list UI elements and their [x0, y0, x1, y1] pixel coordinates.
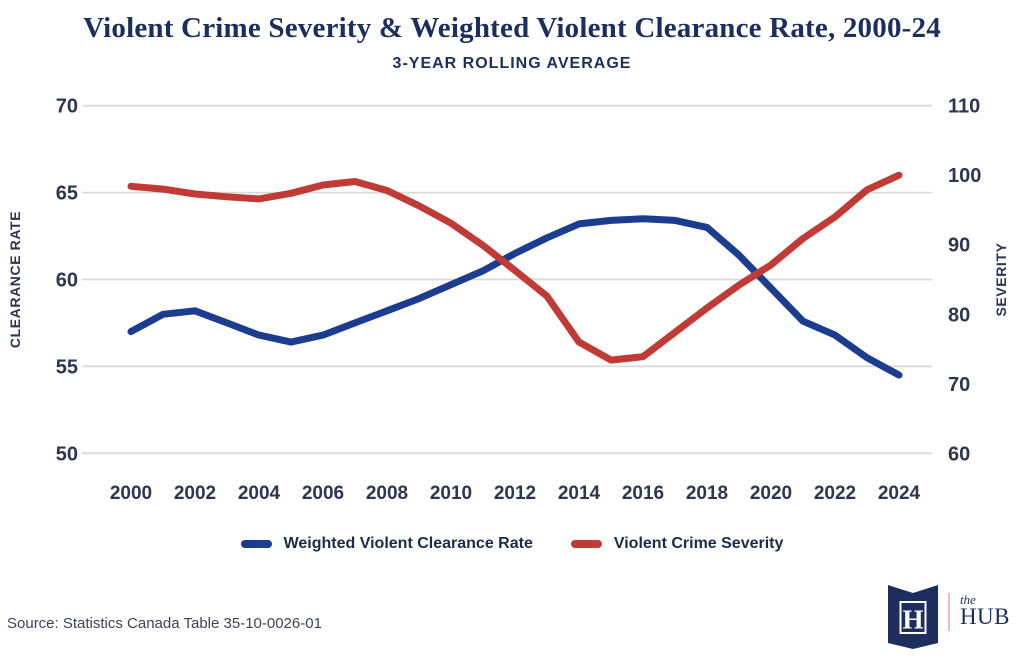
right-axis-title: SEVERITY	[993, 242, 1009, 316]
x-tick-label-2002: 2002	[174, 483, 216, 504]
legend-label-clearance-rate: Weighted Violent Clearance Rate	[283, 535, 533, 552]
series-line-violent-crime-severity	[127, 171, 903, 364]
x-tick-label-2024: 2024	[878, 483, 921, 504]
hub-h-frame	[899, 601, 927, 634]
chart-legend: Weighted Violent Clearance Rate Violent …	[0, 529, 1024, 559]
legend-label-crime-severity: Violent Crime Severity	[613, 535, 784, 552]
x-tick-label-2006: 2006	[302, 483, 344, 504]
right-tick-label-60: 60	[948, 443, 970, 465]
legend-swatch-crime-severity	[570, 540, 602, 548]
series-line-weighted-violent-clearance-rate	[127, 215, 903, 379]
x-tick-label-2022: 2022	[814, 483, 856, 504]
line-chart: 70 65 60 55 50 110 100 90 80 70 60 2000 2002 2004 2006…	[0, 75, 1024, 515]
hub-logo: H the HUB	[887, 584, 1010, 650]
chart-header: Violent Crime Severity & Weighted Violen…	[0, 0, 1024, 73]
legend-item-crime-severity: Violent Crime Severity	[570, 535, 784, 553]
left-tick-label-50: 50	[56, 443, 78, 465]
right-tick-label-70: 70	[948, 374, 970, 396]
left-tick-label-55: 55	[56, 356, 78, 378]
chart-subtitle: 3-YEAR ROLLING AVERAGE	[392, 55, 632, 72]
x-tick-label-2012: 2012	[494, 483, 536, 504]
right-tick-label-90: 90	[948, 235, 970, 257]
legend-item-clearance-rate: Weighted Violent Clearance Rate	[240, 535, 533, 553]
hub-logo-banner-icon: H	[887, 585, 938, 649]
x-tick-label-2000: 2000	[110, 483, 152, 504]
x-tick-label-2010: 2010	[430, 483, 472, 504]
left-tick-label-65: 65	[56, 183, 78, 205]
left-tick-label-60: 60	[56, 270, 78, 292]
right-tick-label-80: 80	[948, 304, 970, 326]
logo-divider	[947, 593, 950, 631]
x-tick-label-2004: 2004	[238, 483, 281, 504]
left-axis-title: CLEARANCE RATE	[7, 211, 23, 348]
x-tick-label-2016: 2016	[622, 483, 664, 504]
hub-h-letter: H	[902, 605, 923, 635]
right-tick-label-100: 100	[948, 165, 981, 187]
right-tick-label-110: 110	[948, 96, 980, 118]
chart-canvas: 70 65 60 55 50 110 100 90 80 70 60 2000 2002 2004 2006…	[7, 96, 1009, 504]
logo-the: the	[959, 591, 976, 607]
legend-swatch-clearance-rate	[240, 540, 272, 548]
x-tick-label-2020: 2020	[750, 483, 792, 504]
x-tick-label-2018: 2018	[686, 483, 728, 504]
logo-hub: HUB	[959, 603, 1010, 629]
page-title: Violent Crime Severity & Weighted Violen…	[83, 12, 941, 44]
logo-wordmark: the HUB	[960, 593, 1010, 642]
source-note: Source: Statistics Canada Table 35-10-00…	[7, 615, 322, 632]
x-tick-label-2014: 2014	[558, 483, 601, 504]
left-tick-label-70: 70	[56, 96, 78, 118]
x-tick-label-2008: 2008	[366, 483, 408, 504]
